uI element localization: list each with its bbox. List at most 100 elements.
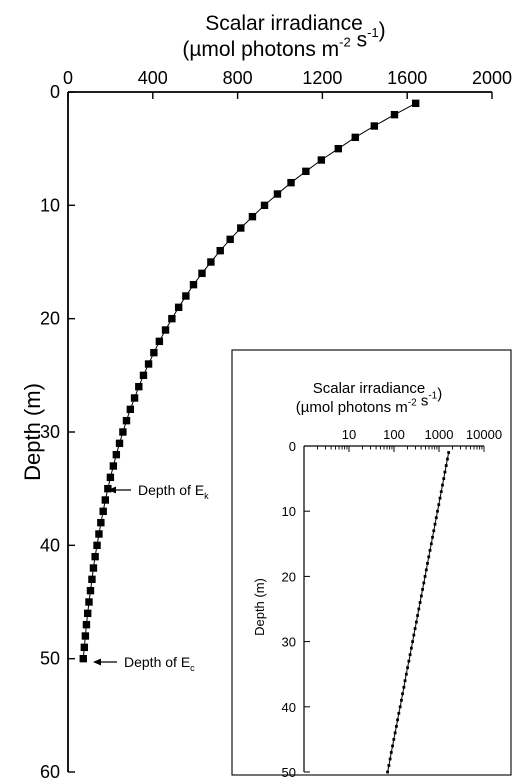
inset-data-point xyxy=(413,627,417,630)
main-x-tick-label: 0 xyxy=(63,68,73,88)
main-tick-marks xyxy=(67,91,493,773)
annotation-ek-arrowhead xyxy=(108,486,116,494)
main-x-axis-title: Scalar irradiance xyxy=(205,12,363,35)
main-data-point xyxy=(287,178,295,187)
inset-data-point xyxy=(431,535,434,539)
inset-x-tick-label: 10000 xyxy=(466,427,502,442)
main-data-point xyxy=(317,156,326,164)
main-data-point xyxy=(198,269,206,278)
main-data-point xyxy=(411,99,420,108)
main-y-tick-label: 60 xyxy=(40,762,60,782)
inset-data-point xyxy=(436,509,439,513)
inset-y-tick-label: 30 xyxy=(282,635,296,650)
main-x-tick-label: 2000 xyxy=(472,68,512,88)
main-data-point xyxy=(237,224,245,232)
inset-data-point xyxy=(393,731,397,735)
main-data-point xyxy=(89,564,98,572)
inset-data-point xyxy=(396,718,399,722)
inset-x-tick-label: 10 xyxy=(342,427,356,442)
annotation-ec: Depth of Ec xyxy=(93,654,195,673)
inset-data-point xyxy=(418,601,422,604)
main-x-tick-label: 1600 xyxy=(387,68,427,88)
annotation-ek: Depth of Ek xyxy=(108,482,209,501)
inset-data-point xyxy=(397,711,401,715)
main-x-tick-label: 800 xyxy=(223,68,253,88)
inset-y-tick-label: 50 xyxy=(282,765,296,780)
main-x-tick-label: 1200 xyxy=(302,68,342,88)
inset-x-tick-labels: 10 100 1000 10000 xyxy=(342,427,502,442)
inset-x-tick-label: 100 xyxy=(383,427,405,442)
main-data-point xyxy=(226,235,234,244)
main-data-point xyxy=(115,439,124,448)
main-data-point xyxy=(130,394,139,402)
inset-data-point xyxy=(408,653,412,657)
main-data-point xyxy=(126,405,135,414)
main-data-point xyxy=(106,473,115,482)
inset-x-tick-label: 1000 xyxy=(425,427,454,442)
main-data-point xyxy=(81,632,90,640)
main-y-axis-title: Depth (m) xyxy=(20,383,45,481)
inset-data-point xyxy=(427,555,431,559)
main-data-point xyxy=(93,541,101,550)
main-data-points xyxy=(79,99,420,663)
main-data-point xyxy=(84,609,92,618)
main-data-point xyxy=(260,201,269,210)
inset-data-point xyxy=(387,764,391,767)
main-data-point xyxy=(302,167,310,176)
inset-data-point xyxy=(422,581,426,585)
main-data-point xyxy=(207,258,215,266)
inset-data-point xyxy=(437,503,441,507)
inset-data-point xyxy=(412,633,416,637)
main-x-tick-label: 400 xyxy=(138,68,168,88)
inset-data-point xyxy=(402,685,406,689)
main-y-tick-label: 0 xyxy=(50,82,60,102)
inset-data-point xyxy=(421,588,424,591)
main-data-point xyxy=(99,507,107,516)
main-data-point xyxy=(88,575,96,584)
inset-data-point xyxy=(428,548,432,552)
inset-data-point xyxy=(429,542,433,546)
inset-data-point xyxy=(443,470,447,474)
main-data-point xyxy=(104,484,112,493)
inset-data-point xyxy=(406,666,409,670)
inset-y-tick-label: 20 xyxy=(282,569,296,584)
inset-data-point xyxy=(439,490,443,494)
inset-data-point xyxy=(388,757,392,761)
inset-data-point xyxy=(438,496,442,500)
main-data-point xyxy=(370,122,379,130)
inset-data-point xyxy=(414,620,418,624)
main-data-point xyxy=(139,371,148,380)
annotation-ec-label: Depth of Ec xyxy=(124,654,195,673)
inset-data-point xyxy=(394,724,398,728)
main-data-point xyxy=(248,212,257,221)
inset-data-point xyxy=(426,561,429,565)
main-y-tick-label: 30 xyxy=(40,422,60,442)
main-y-tick-label: 20 xyxy=(40,309,60,329)
main-x-tick-labels: 0 400 800 1200 1600 2000 xyxy=(63,68,512,88)
main-data-point xyxy=(85,598,93,606)
main-data-point xyxy=(390,110,399,119)
main-data-point xyxy=(351,133,359,142)
main-data-point xyxy=(150,348,158,357)
inset-tick-marks xyxy=(303,445,485,773)
inset-x-axis-units: (µmol photons m-2 s-1) xyxy=(296,386,443,417)
inset-data-point xyxy=(447,451,451,454)
inset-data-point xyxy=(416,614,419,617)
main-data-point xyxy=(155,337,164,346)
main-data-point xyxy=(174,303,183,312)
inset-data-point xyxy=(423,575,427,578)
main-data-point xyxy=(135,382,143,391)
main-x-axis-units: (µmol photons m-2 s-1) xyxy=(182,19,385,61)
inset-data-point xyxy=(391,744,394,748)
inset-data-point xyxy=(399,698,403,702)
main-data-point xyxy=(216,246,224,255)
inset-data-point xyxy=(389,751,393,754)
inset-y-tick-label: 10 xyxy=(282,504,296,519)
main-data-point xyxy=(334,144,342,153)
inset-data-point xyxy=(417,607,421,611)
inset-data-point xyxy=(433,522,437,526)
inset-plot: Scalar irradiance (µmol photons m-2 s-1)… xyxy=(231,349,512,780)
inset-data-point xyxy=(441,483,444,487)
inset-y-tick-label: 40 xyxy=(282,700,296,715)
